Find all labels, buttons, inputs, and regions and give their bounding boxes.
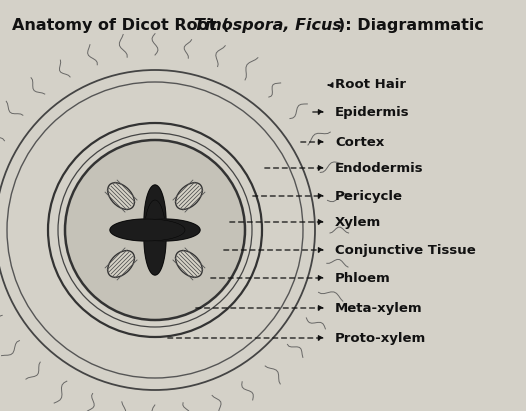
- Text: Meta-xylem: Meta-xylem: [335, 302, 422, 314]
- Ellipse shape: [176, 183, 203, 209]
- Ellipse shape: [108, 251, 135, 277]
- Text: Endodermis: Endodermis: [335, 162, 423, 175]
- Text: Pericycle: Pericycle: [335, 189, 403, 203]
- Polygon shape: [144, 185, 166, 260]
- Text: Root Hair: Root Hair: [335, 79, 406, 92]
- Polygon shape: [110, 219, 185, 241]
- Text: Xylem: Xylem: [335, 215, 381, 229]
- Text: Epidermis: Epidermis: [335, 106, 410, 118]
- Text: Cortex: Cortex: [335, 136, 385, 148]
- Text: Conjunctive Tissue: Conjunctive Tissue: [335, 243, 476, 256]
- Text: Phloem: Phloem: [335, 272, 391, 284]
- Circle shape: [65, 140, 245, 320]
- Polygon shape: [144, 200, 166, 275]
- Ellipse shape: [176, 251, 203, 277]
- Text: Anatomy of Dicot Root (: Anatomy of Dicot Root (: [12, 18, 229, 33]
- Text: Tinospora, Ficus: Tinospora, Ficus: [194, 18, 341, 33]
- Text: Proto-xylem: Proto-xylem: [335, 332, 426, 344]
- Text: ): Diagrammatic: ): Diagrammatic: [338, 18, 484, 33]
- Ellipse shape: [108, 183, 135, 209]
- Polygon shape: [125, 219, 200, 241]
